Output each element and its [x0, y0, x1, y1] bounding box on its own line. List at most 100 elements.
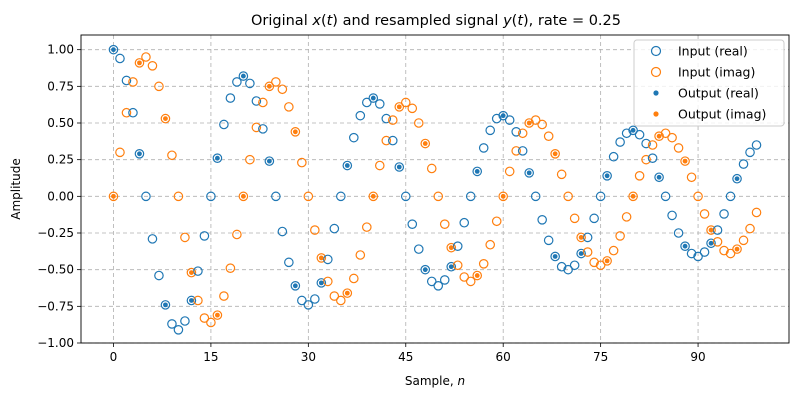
input-real-point — [225, 93, 236, 103]
input-imag-point — [173, 191, 184, 202]
input-real-point — [355, 110, 366, 121]
input-imag-point — [563, 191, 573, 202]
input-real-point — [284, 257, 294, 268]
input-real-point — [349, 132, 359, 143]
x-tick-label: 60 — [496, 350, 511, 364]
input-imag-point — [556, 169, 567, 180]
chart-title: Original x(t) and resampled signal y(t),… — [251, 13, 621, 29]
output-imag-point — [266, 83, 272, 89]
output-real-point — [630, 127, 636, 133]
input-real-point — [732, 173, 742, 184]
input-real-point — [595, 191, 606, 202]
output-real-point — [137, 151, 142, 157]
input-imag-point — [310, 225, 320, 235]
input-imag-point — [712, 237, 723, 247]
input-imag-point — [673, 143, 684, 153]
input-imag-point — [121, 107, 132, 118]
legend-box — [633, 39, 785, 127]
input-real-point — [589, 213, 599, 224]
input-imag-point — [472, 270, 483, 281]
input-imag-point — [368, 191, 379, 202]
input-imag-point — [199, 313, 210, 323]
output-imag-point — [500, 193, 506, 199]
input-imag-point — [608, 245, 619, 256]
input-real-point — [134, 149, 145, 159]
input-real-point — [199, 231, 210, 241]
input-imag-point — [511, 146, 521, 156]
y-tick-label: −0.50 — [37, 263, 74, 277]
input-imag-point — [491, 216, 502, 227]
x-tick-label: 0 — [110, 350, 118, 364]
output-real-point — [318, 280, 324, 286]
input-real-point — [667, 210, 677, 221]
input-imag-point — [251, 122, 262, 133]
output-real-point — [552, 254, 558, 259]
output-imag-point — [137, 60, 142, 66]
output-real-point — [240, 73, 246, 79]
input-real-point — [569, 260, 580, 271]
input-imag-point — [537, 119, 547, 130]
input-real-point — [251, 96, 262, 106]
input-imag-point — [413, 118, 424, 128]
output-real-point — [422, 267, 428, 273]
input-imag-point — [186, 267, 197, 278]
input-imag-point — [550, 149, 560, 159]
input-imag-point — [725, 248, 736, 259]
output-imag-point — [215, 312, 220, 318]
y-axis: −1.00 −0.75 −0.50 −0.25 0.00 0.25 0.50 0.75 1.00 — [37, 43, 81, 350]
input-real-point — [680, 241, 690, 251]
legend-marker-output-imag — [653, 111, 659, 117]
input-real-point — [147, 234, 158, 244]
input-real-point — [128, 107, 138, 118]
input-imag-point — [576, 232, 586, 243]
input-real-point — [621, 128, 632, 139]
input-imag-point — [719, 245, 729, 256]
legend-marker-input-real — [650, 45, 662, 57]
input-real-point — [628, 125, 638, 136]
output-real-point — [734, 176, 740, 182]
input-real-point — [641, 138, 651, 149]
input-real-point — [167, 319, 177, 329]
output-real-point — [189, 298, 194, 303]
input-real-point — [660, 191, 671, 202]
input-imag-point — [407, 103, 418, 114]
input-real-point — [323, 254, 333, 265]
input-imag-point — [589, 257, 599, 268]
output-imag-point — [189, 270, 194, 275]
input-real-point — [336, 191, 346, 202]
input-imag-point — [647, 140, 658, 150]
output-real-point — [396, 164, 402, 170]
plot-frame — [80, 34, 790, 344]
input-imag-point — [452, 260, 463, 271]
input-imag-point — [245, 154, 255, 165]
input-imag-point — [206, 317, 216, 328]
input-imag-point — [465, 276, 476, 287]
input-imag-point — [361, 222, 372, 232]
y-tick-label: 1.00 — [47, 43, 74, 57]
input-real-point — [654, 172, 664, 183]
input-real-point — [576, 248, 586, 259]
input-real-point — [738, 159, 749, 169]
input-real-point — [673, 228, 684, 238]
input-real-point — [115, 53, 125, 64]
y-tick-label: 0.25 — [47, 153, 74, 167]
input-imag-point — [543, 131, 554, 141]
input-imag-point — [680, 156, 690, 166]
output-real-point — [266, 158, 272, 164]
x-tick-label: 15 — [203, 350, 218, 364]
input-real-point — [472, 166, 483, 177]
input-real-point — [303, 300, 314, 310]
input-imag-point — [420, 138, 431, 149]
input-imag-point — [654, 131, 664, 141]
input-real-point — [232, 77, 242, 87]
input-real-point — [517, 146, 528, 156]
input-markers — [108, 44, 762, 335]
output-imag-point — [526, 120, 532, 126]
input-real-point — [342, 160, 353, 171]
output-imag-point — [604, 258, 610, 264]
output-real-point — [292, 283, 298, 289]
y-tick-label: 0.50 — [47, 116, 74, 130]
input-imag-point — [459, 272, 470, 282]
input-imag-point — [128, 77, 138, 87]
input-real-point — [686, 248, 697, 259]
